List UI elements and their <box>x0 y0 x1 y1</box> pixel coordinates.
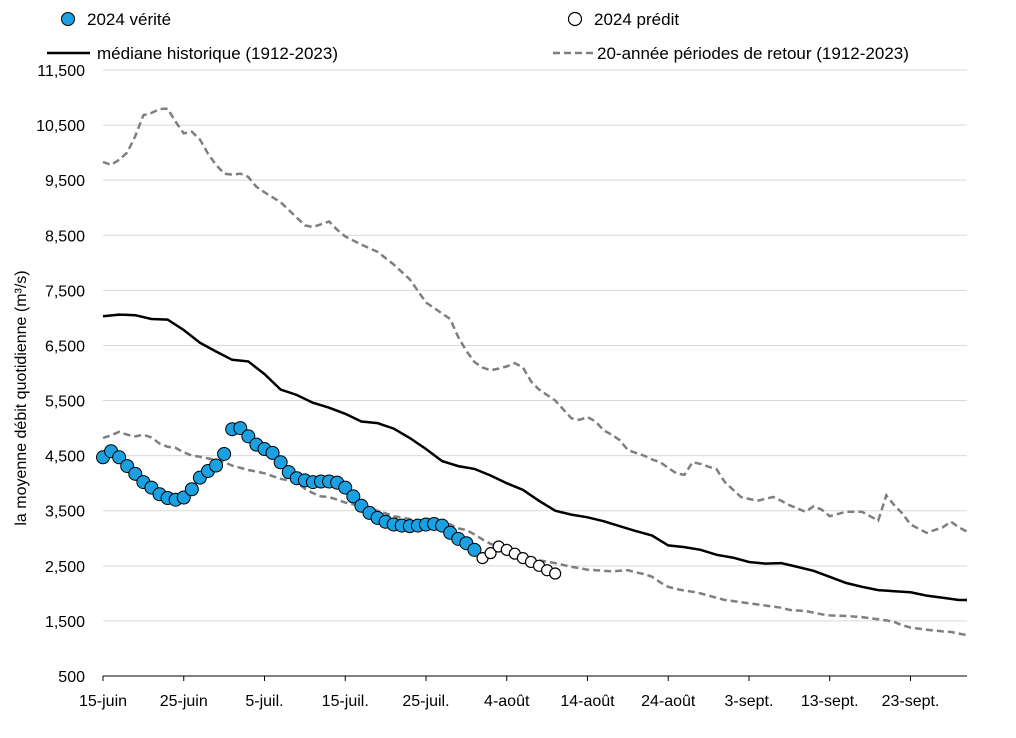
y-tick-label: 2,500 <box>45 559 85 576</box>
legend-truth-label: 2024 vérité <box>87 10 171 29</box>
legend-predicted-marker <box>567 11 583 27</box>
return-period-lower-line <box>102 430 968 637</box>
x-tick-label: 5-juil. <box>245 693 283 710</box>
legend-return-period-label: 20-année périodes de retour (1912-2023) <box>597 44 909 63</box>
y-tick-label: 1,500 <box>45 614 85 631</box>
truth-point <box>467 542 482 557</box>
y-tick-label: 500 <box>58 669 85 686</box>
legend-item-truth: 2024 vérité <box>61 10 171 29</box>
y-tick-label: 8,500 <box>45 228 85 245</box>
y-tick-label: 5,500 <box>45 394 85 411</box>
y-axis-title: la moyenne débit quotidienne (m³/s) <box>13 270 30 525</box>
y-tick-label: 4,500 <box>45 449 85 466</box>
predicted-point <box>549 567 562 580</box>
truth-point <box>265 445 280 460</box>
plot-series <box>96 107 968 637</box>
x-tick-label: 15-juin <box>79 693 127 710</box>
y-tick-label: 6,500 <box>45 338 85 355</box>
truth-point <box>184 482 199 497</box>
truth-point <box>346 489 361 504</box>
x-tick-label: 4-août <box>484 693 530 710</box>
x-tick-label: 13-sept. <box>801 693 859 710</box>
y-axis-ticks: 500 1,500 2,500 3,500 4,500 5,500 6,500 7,500 8,… <box>36 63 85 686</box>
y-tick-label: 7,500 <box>45 283 85 300</box>
truth-point <box>217 446 232 461</box>
legend-item-return-period: 20-année périodes de retour (1912-2023) <box>553 44 909 63</box>
return-period-upper-line <box>102 107 968 535</box>
y-tick-label: 3,500 <box>45 504 85 521</box>
y-tick-label: 11,500 <box>37 63 85 80</box>
x-axis-ticks: 15-juin 25-juin 5-juil. 15-juil. 25-juil. 4-a… <box>79 676 939 710</box>
legend: 2024 vérité 2024 prédit médiane historiq… <box>47 10 909 63</box>
legend-truth-marker <box>61 12 75 26</box>
predicted-point <box>484 547 497 560</box>
x-tick-label: 24-août <box>641 693 696 710</box>
x-tick-label: 23-sept. <box>882 693 940 710</box>
legend-median-label: médiane historique (1912-2023) <box>97 44 338 63</box>
truth-point <box>209 458 224 473</box>
truth-point <box>338 480 353 495</box>
x-tick-label: 25-juil. <box>402 693 449 710</box>
x-tick-label: 15-juil. <box>322 693 369 710</box>
median-line <box>102 313 967 602</box>
x-tick-label: 25-juin <box>160 693 208 710</box>
y-tick-label: 9,500 <box>45 173 85 190</box>
legend-item-predicted: 2024 prédit <box>567 10 679 29</box>
legend-predicted-label: 2024 prédit <box>594 10 679 29</box>
legend-item-median: médiane historique (1912-2023) <box>47 44 338 63</box>
x-tick-label: 14-août <box>560 693 615 710</box>
gridlines <box>103 69 967 622</box>
y-tick-label: 10,500 <box>36 118 85 135</box>
x-tick-label: 3-sept. <box>725 693 774 710</box>
truth-point <box>273 455 288 470</box>
truth-point <box>112 450 127 465</box>
